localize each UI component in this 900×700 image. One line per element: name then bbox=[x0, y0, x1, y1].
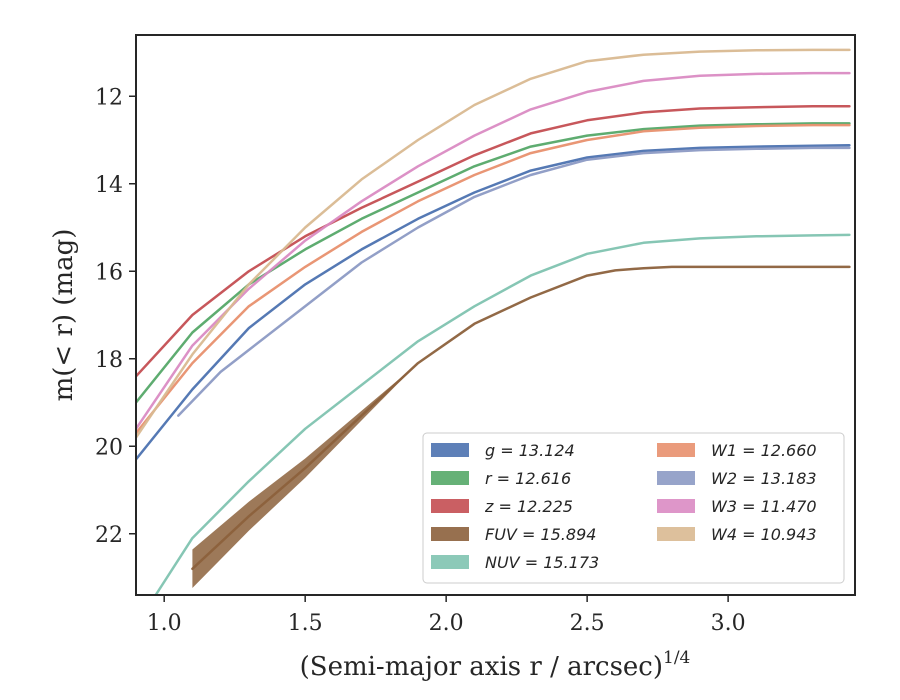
legend-swatch-r bbox=[431, 471, 469, 485]
legend-swatch-z bbox=[431, 499, 469, 513]
legend: g = 13.124 r = 12.616 z = 12.225 FUV = 15.8… bbox=[422, 432, 845, 584]
legend-label-w3: W3 = 11.470 bbox=[711, 497, 817, 516]
y-axis: 12 14 16 18 20 22 bbox=[95, 85, 136, 548]
x-axis-label: (Semi-major axis r / arcsec)1/4 bbox=[300, 648, 691, 682]
legend-label-fuv: FUV = 15.894 bbox=[485, 525, 596, 544]
legend-swatch-w1 bbox=[657, 443, 695, 457]
x-axis: 1.0 1.5 2.0 2.5 3.0 bbox=[147, 595, 746, 636]
legend-label-w2: W2 = 13.183 bbox=[711, 469, 817, 488]
series-line-w3 bbox=[136, 71, 851, 431]
legend-label-z: z = 12.225 bbox=[484, 497, 573, 516]
legend-box bbox=[422, 432, 845, 584]
x-axis-label-text: (Semi-major axis r / arcsec) bbox=[300, 652, 663, 682]
series-line-nuv bbox=[154, 233, 851, 595]
series-line-fuv bbox=[191, 265, 851, 571]
y-tick-label: 16 bbox=[95, 260, 123, 285]
legend-label-g: g = 13.124 bbox=[485, 441, 575, 460]
legend-swatch-w2 bbox=[657, 471, 695, 485]
legend-swatch-w4 bbox=[657, 527, 695, 541]
y-tick-label: 18 bbox=[95, 348, 123, 373]
legend-swatch-nuv bbox=[431, 555, 469, 569]
legend-swatch-w3 bbox=[657, 499, 695, 513]
series-line-w2 bbox=[177, 146, 851, 417]
legend-label-nuv: NUV = 15.173 bbox=[485, 553, 599, 572]
series-line-r bbox=[136, 122, 851, 404]
x-axis-label-exponent: 1/4 bbox=[663, 648, 690, 668]
series-line-w1 bbox=[136, 123, 851, 435]
legend-label-r: r = 12.616 bbox=[485, 469, 571, 488]
series-line-g bbox=[136, 144, 851, 461]
x-tick-label: 2.5 bbox=[570, 611, 605, 636]
legend-swatch-g bbox=[431, 443, 469, 457]
x-tick-label: 1.5 bbox=[288, 611, 323, 636]
x-tick-label: 1.0 bbox=[147, 611, 182, 636]
y-tick-label: 12 bbox=[95, 85, 123, 110]
legend-swatch-fuv bbox=[431, 527, 469, 541]
legend-label-w4: W4 = 10.943 bbox=[711, 525, 817, 544]
y-tick-label: 20 bbox=[95, 435, 123, 460]
plot-frame bbox=[135, 34, 856, 596]
series-line-w4 bbox=[136, 48, 851, 439]
x-tick-label: 3.0 bbox=[711, 611, 746, 636]
plot-area bbox=[136, 48, 851, 595]
legend-label-w1: W1 = 12.660 bbox=[711, 441, 817, 460]
series-line-z bbox=[136, 105, 851, 378]
y-tick-label: 14 bbox=[95, 173, 123, 198]
y-axis-label: m(< r) (mag) bbox=[49, 229, 79, 402]
x-tick-label: 2.0 bbox=[429, 611, 464, 636]
y-tick-label: 22 bbox=[95, 523, 123, 548]
